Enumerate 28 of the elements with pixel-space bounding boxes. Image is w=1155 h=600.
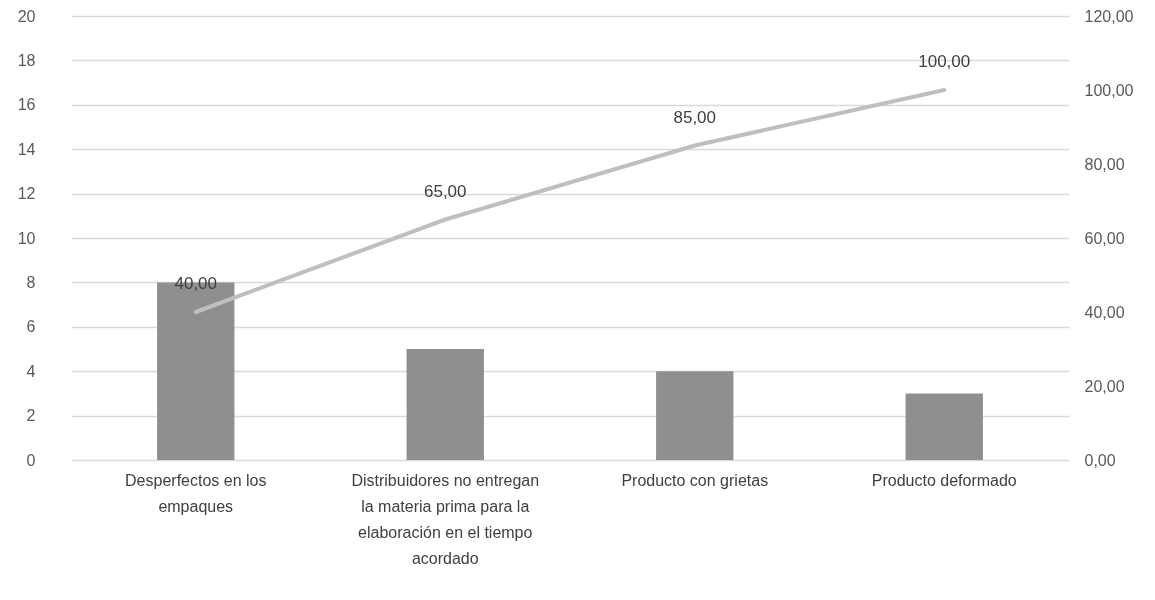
bar [406,349,484,460]
y2-tick-label: 0,00 [1084,451,1116,469]
y-tick-label: 6 [26,318,36,336]
y2-tick-label: 20,00 [1084,377,1125,395]
data-label: 100,00 [918,52,971,71]
bar [905,393,983,460]
y-tick-label: 4 [26,362,36,380]
y-tick-label: 16 [17,96,36,114]
x-tick-label: Desperfectos en los empaques [125,471,267,515]
x-tick-label: Producto deformado [871,471,1017,489]
x-tick-label: Producto con grietas [621,471,769,489]
bar [656,371,734,460]
data-label: 85,00 [673,107,717,127]
y-tick-label: 8 [26,273,36,291]
y-tick-label: 14 [17,140,36,158]
y-tick-label: 20 [17,7,36,25]
y-tick-label: 10 [17,229,36,247]
y-tick-label: 18 [17,51,36,69]
y-tick-label: 2 [26,407,36,425]
data-label: 65,00 [423,181,467,201]
y-tick-label: 0 [26,451,36,469]
y2-tick-label: 60,00 [1084,229,1125,247]
x-tick-label: Distribuidores no entregan la materia prima para la elaboración en el tiempo acordado [351,471,540,567]
y-tick-label: 12 [17,185,36,203]
y2-tick-label: 120,00 [1084,7,1134,25]
y2-tick-label: 40,00 [1084,303,1125,321]
y2-tick-label: 80,00 [1084,155,1125,173]
y2-tick-label: 100,00 [1084,81,1134,99]
